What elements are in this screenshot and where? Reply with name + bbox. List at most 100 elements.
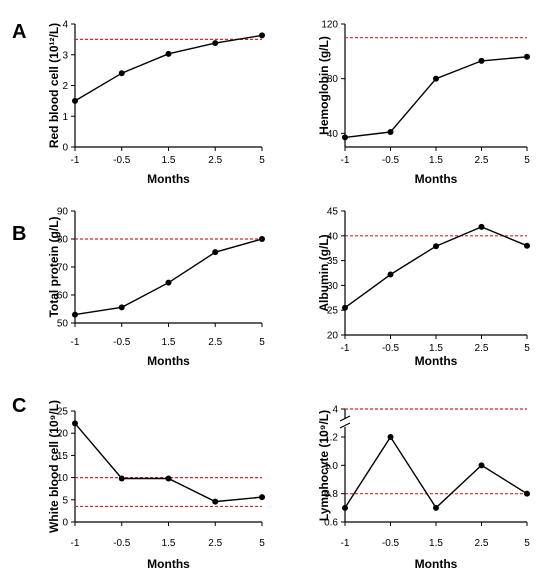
x-tick-label: -1	[71, 337, 80, 348]
x-axis-title: Months	[415, 172, 458, 186]
panel-letter-c: C	[12, 395, 26, 417]
data-point	[165, 279, 172, 286]
data-point	[478, 223, 485, 230]
data-point	[259, 236, 265, 242]
y-tick-label: 15	[57, 451, 69, 462]
y-tick-label: 45	[327, 207, 339, 218]
data-point	[433, 243, 439, 250]
y-axis-title: White blood cell (10⁹/L)	[47, 400, 61, 533]
x-tick-label: 2.5	[475, 155, 489, 166]
data-point	[72, 420, 78, 427]
x-tick-label: 2.5	[475, 538, 489, 549]
data-point	[342, 304, 348, 311]
x-tick-label: -0.5	[382, 155, 400, 166]
data-point	[212, 498, 219, 505]
y-tick-label: 20	[57, 429, 69, 440]
y-tick-label: 1	[62, 112, 68, 123]
x-tick-label: 5	[524, 538, 530, 549]
data-point	[212, 40, 219, 47]
y-tick-label: 35	[327, 256, 339, 267]
chart-2: 40 80 120 -1 -0.5 1.5 2.5 5 Months Hemoglobin (g/…	[317, 20, 530, 187]
data-point	[118, 70, 125, 77]
x-tick-label: -1	[341, 538, 350, 549]
data-point	[524, 490, 530, 497]
x-tick-label: -1	[71, 155, 80, 166]
y-tick-label: 5	[62, 495, 68, 506]
y-tick-label: 0	[62, 518, 68, 529]
data-point	[165, 475, 172, 482]
y-tick-label: 0	[62, 143, 68, 154]
y-tick-label: 30	[327, 281, 339, 292]
chart-5: 0 5 10 15 20 25 -1 -0.5 1.5 2.5 5 Months White blood…	[47, 400, 265, 571]
x-axis-title: Months	[147, 557, 190, 571]
axis-break-mark	[339, 422, 351, 429]
y-tick-label: 20	[327, 331, 339, 342]
y-tick-label: 1.2	[324, 433, 338, 444]
x-tick-label: 1.5	[429, 538, 443, 549]
x-tick-label: -1	[341, 343, 350, 354]
series-line	[74, 238, 263, 316]
x-tick-label: 5	[259, 155, 265, 166]
x-tick-label: 5	[259, 337, 265, 348]
y-axis-title: Red blood cell (10¹²/L)	[47, 23, 61, 148]
data-point	[72, 311, 78, 318]
data-point	[118, 304, 125, 311]
x-tick-label: -0.5	[382, 343, 400, 354]
x-axis-title: Months	[415, 354, 458, 368]
data-point	[342, 134, 348, 141]
y-tick-label: 0.6	[324, 518, 338, 529]
y-axis-title: Lymphocyte (10⁹/L)	[317, 410, 331, 521]
x-tick-label: -0.5	[113, 337, 131, 348]
y-tick-label: 40	[327, 129, 339, 140]
data-point	[387, 271, 394, 278]
chart-1: 0 1 2 3 4 -1 -0.5 1.5 2.5 5 Months Red blood cell (…	[47, 20, 265, 187]
x-tick-label: 1.5	[429, 155, 443, 166]
x-tick-label: -0.5	[113, 155, 131, 166]
y-axis-title: Hemoglobin (g/L)	[317, 36, 331, 135]
y-tick-label: 70	[57, 263, 69, 274]
x-tick-label: -0.5	[113, 538, 131, 549]
x-tick-label: 1.5	[162, 155, 176, 166]
x-tick-label: 2.5	[208, 538, 222, 549]
data-point	[524, 53, 530, 60]
data-point	[433, 75, 439, 82]
series-line	[344, 56, 528, 139]
data-point	[342, 504, 348, 511]
x-tick-label: 2.5	[208, 155, 222, 166]
axis-break-mark	[339, 415, 351, 422]
y-axis-title: Total protein (g/L)	[47, 216, 61, 317]
x-tick-label: -1	[71, 538, 80, 549]
y-tick-label: 2	[62, 81, 68, 92]
y-tick-label: 1.0	[324, 461, 338, 472]
data-point	[259, 494, 265, 501]
chart-3: 50 60 70 80 90 -1 -0.5 1.5 2.5 5 Months Total prote…	[47, 207, 265, 369]
panel-letter-a: A	[12, 21, 26, 43]
data-point	[165, 50, 172, 57]
y-tick-label: 90	[57, 207, 69, 218]
x-tick-label: 5	[524, 343, 530, 354]
y-tick-label: 25	[57, 407, 69, 418]
x-tick-label: -1	[341, 155, 350, 166]
y-tick-label: 50	[57, 319, 69, 330]
series-line	[74, 422, 263, 503]
y-tick-label-upper: 4	[332, 405, 338, 416]
x-tick-label: 2.5	[208, 337, 222, 348]
series-line	[344, 435, 528, 509]
y-tick-label: 80	[327, 74, 339, 85]
y-axis-title: Albumin (g/L)	[317, 234, 331, 311]
chart-4: 20 25 30 35 40 45 -1 -0.5 1.5 2.5 5 Months Albumin (…	[317, 207, 530, 369]
data-point	[212, 249, 219, 256]
y-tick-label: 4	[62, 20, 68, 31]
data-point	[259, 32, 265, 39]
x-axis-title: Months	[147, 172, 190, 186]
data-point	[72, 97, 78, 104]
x-axis-title: Months	[415, 557, 458, 571]
x-tick-label: 5	[524, 155, 530, 166]
chart-6: 0.6 0.8 1.0 1.2 4 -1 -0.5 1.5 2.5 5 Months Lymphocy…	[317, 405, 530, 572]
series-line	[74, 34, 263, 102]
x-tick-label: 5	[259, 538, 265, 549]
data-point	[478, 57, 485, 64]
x-tick-label: 1.5	[162, 538, 176, 549]
y-tick-label: 25	[327, 306, 339, 317]
